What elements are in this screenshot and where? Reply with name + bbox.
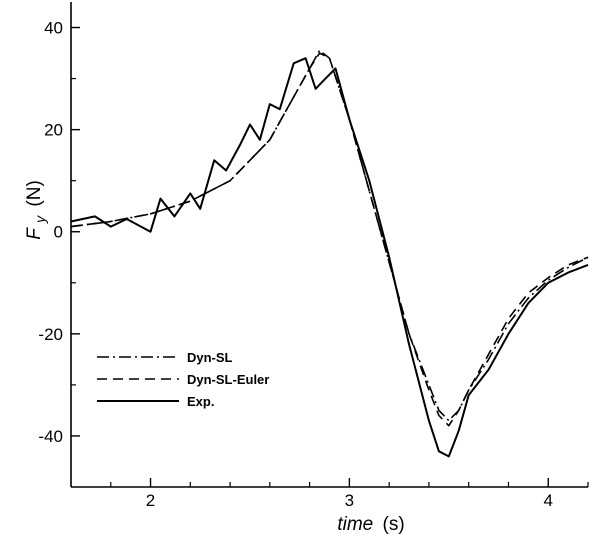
- y-tick-label: 20: [44, 121, 63, 140]
- plot-lines: [70, 49, 589, 458]
- series-line-2: [70, 52, 589, 427]
- tick-labels: 2 3 4 -40 -20 0 20 40: [38, 19, 553, 510]
- y-axis-label: F y (N): [24, 180, 50, 240]
- y-tick-label: 40: [44, 19, 63, 38]
- axes: [70, 2, 588, 488]
- x-tick-label: 3: [345, 491, 354, 510]
- y-tick-label: -20: [38, 325, 63, 344]
- series-line-3: [70, 57, 589, 458]
- legend-label: Dyn-SL-Euler: [187, 372, 269, 387]
- y-tick-label: 0: [54, 223, 63, 242]
- series-line-1: [70, 49, 589, 422]
- x-tick-label: 4: [543, 491, 552, 510]
- legend: Dyn-SL Dyn-SL-Euler Exp.: [97, 350, 269, 409]
- legend-label: Exp.: [187, 394, 214, 409]
- y-axis-label-group: F y (N): [24, 180, 50, 240]
- x-axis-label: time (s): [337, 514, 404, 535]
- y-axis-label-unit: (N): [24, 180, 45, 206]
- y-axis-label-sub: y: [32, 215, 48, 224]
- legend-label: Dyn-SL: [187, 350, 233, 365]
- y-axis-label-main: F: [24, 227, 45, 240]
- x-axis-label-main: time: [337, 514, 373, 535]
- ticks: [71, 26, 589, 487]
- y-tick-label: -40: [38, 427, 63, 446]
- x-tick-label: 2: [146, 491, 155, 510]
- x-axis-label-unit: (s): [383, 514, 405, 535]
